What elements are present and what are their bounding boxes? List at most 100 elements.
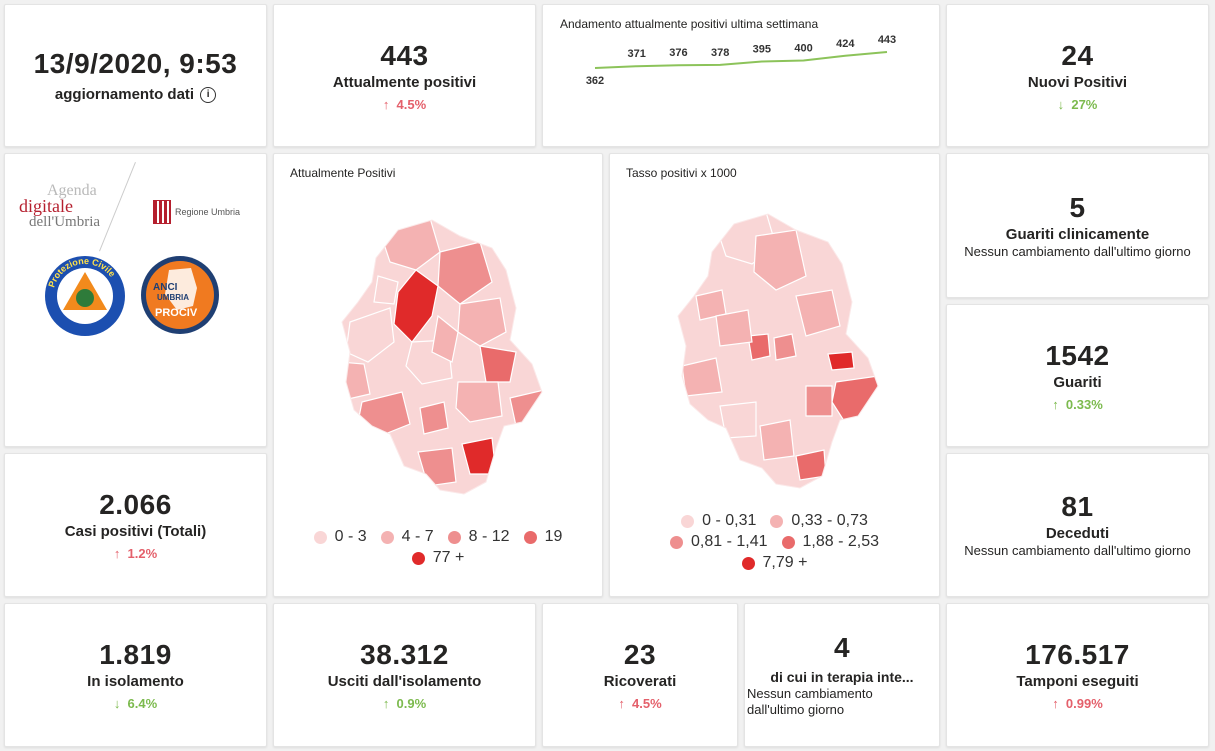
legend-item: 7,79 + — [741, 554, 807, 572]
svg-text:UMBRIA: UMBRIA — [157, 293, 189, 302]
legend-dot-icon — [313, 530, 327, 544]
arrow-up-icon: ↑ — [1052, 396, 1059, 412]
ricoverati-value: 23 — [623, 639, 657, 670]
deceduti-value: 81 — [1061, 491, 1094, 522]
guariti-change: 0.33% — [1065, 396, 1103, 412]
legend-item: 0,33 - 0,73 — [770, 512, 868, 530]
isolamento-card: 1.819 In isolamento ↓ 6.4% — [4, 603, 267, 747]
legend-dot-icon — [781, 535, 795, 549]
agenda-digitale-logo: Agenda digitale dell'Umbria — [19, 182, 101, 230]
map-positivi-legend-row1: 0 - 3 4 - 7 8 - 12 19 — [274, 528, 602, 546]
tamponi-change: 0.99% — [1065, 696, 1103, 711]
map-positivi-legend-row2: 77 + — [274, 549, 602, 567]
svg-text:ANCI: ANCI — [153, 282, 178, 293]
update-date: 13/9/2020, 9:53 — [33, 47, 238, 79]
terapia-label: di cui in terapia inte... — [770, 669, 914, 685]
usciti-change: 0.9% — [396, 696, 427, 711]
isolamento-change: 6.4% — [127, 696, 158, 711]
legend-dot-icon — [681, 514, 695, 528]
arrow-down-icon: ↓ — [113, 696, 121, 711]
update-card: 13/9/2020, 9:53 aggiornamento dati i — [4, 4, 267, 147]
legend-dot-icon — [523, 530, 537, 544]
arrow-up-icon: ↑ — [1052, 696, 1059, 711]
deceduti-label: Deceduti — [1045, 525, 1110, 542]
trend-data-label: 378 — [711, 47, 729, 59]
arrow-up-icon: ↑ — [113, 546, 121, 561]
ricoverati-label: Ricoverati — [603, 673, 677, 690]
legend-item: 0 - 0,31 — [681, 512, 756, 530]
map-tasso-legend-row1: 0 - 0,31 0,33 - 0,73 — [610, 512, 939, 530]
map-tasso-card: Tasso positivi x 1000 0 - 0,31 — [609, 153, 940, 597]
nuovi-positivi-label: Nuovi Positivi — [1027, 73, 1128, 91]
legend-item: 0,81 - 1,41 — [670, 533, 768, 551]
tamponi-label: Tamponi eseguiti — [1016, 673, 1139, 690]
regione-umbria-logo: Regione Umbria — [153, 200, 240, 224]
nuovi-positivi-value: 24 — [1061, 39, 1094, 71]
umbria-map-tasso[interactable] — [656, 206, 896, 496]
guariti-value: 1542 — [1045, 339, 1110, 371]
trend-card: Andamento attualmente positivi ultima se… — [542, 4, 940, 147]
legend-dot-icon — [447, 530, 461, 544]
nuovi-positivi-card: 24 Nuovi Positivi ↓ 27% — [946, 4, 1209, 147]
ricoverati-change: 4.5% — [632, 696, 662, 711]
anci-umbria-prociv-logo: ANCI UMBRIA PROCIV — [141, 256, 219, 334]
isolamento-label: In isolamento — [87, 673, 184, 690]
casi-totali-card: 2.066 Casi positivi (Totali) ↑ 1.2% — [4, 453, 267, 597]
trend-data-label: 424 — [836, 38, 855, 50]
trend-data-label: 362 — [586, 75, 604, 87]
trend-data-label: 376 — [669, 47, 687, 59]
usciti-label: Usciti dall'isolamento — [327, 673, 482, 690]
isolamento-value: 1.819 — [99, 639, 172, 670]
legend-item: 19 — [523, 528, 562, 546]
deceduti-sub: Nessun cambiamento dall'ultimo giorno — [964, 543, 1191, 558]
guariti-card: 1542 Guariti ↑ 0.33% — [946, 304, 1209, 447]
legend-item: 8 - 12 — [447, 528, 510, 546]
map-attualmente-positivi-card: Attualmente Positivi — [273, 153, 603, 597]
nuovi-positivi-change: 27% — [1071, 96, 1098, 112]
trend-line — [594, 51, 888, 69]
terapia-sub2: dall'ultimo giorno — [747, 702, 845, 717]
usciti-value: 38.312 — [360, 639, 449, 670]
regione-emblem-icon — [153, 200, 171, 224]
trend-data-label: 400 — [794, 42, 812, 54]
attualmente-positivi-card: 443 Attualmente positivi ↑ 4.5% — [273, 4, 536, 147]
logos-card: Agenda digitale dell'Umbria Regione Umbr… — [4, 153, 267, 447]
trend-title: Andamento attualmente positivi ultima se… — [560, 17, 819, 31]
update-label: aggiornamento dati — [54, 85, 195, 103]
guariti-clinicamente-label: Guariti clinicamente — [1005, 225, 1150, 243]
legend-dot-icon — [380, 530, 394, 544]
deceduti-card: 81 Deceduti Nessun cambiamento dall'ulti… — [946, 453, 1209, 597]
attualmente-positivi-change: 4.5% — [396, 96, 427, 112]
tamponi-value: 176.517 — [1025, 639, 1130, 670]
legend-dot-icon — [411, 551, 425, 565]
guariti-clinicamente-card: 5 Guariti clinicamente Nessun cambiament… — [946, 153, 1209, 298]
legend-dot-icon — [670, 535, 683, 549]
tamponi-card: 176.517 Tamponi eseguiti ↑ 0.99% — [946, 603, 1209, 747]
terapia-card: 4 di cui in terapia inte... Nessun cambi… — [744, 603, 940, 747]
guariti-clinicamente-sub: Nessun cambiamento dall'ultimo giorno — [964, 243, 1191, 259]
usciti-card: 38.312 Usciti dall'isolamento ↑ 0.9% — [273, 603, 536, 747]
casi-totali-label: Casi positivi (Totali) — [64, 523, 207, 540]
umbria-map-positivi[interactable] — [320, 212, 560, 502]
legend-item: 4 - 7 — [380, 528, 434, 546]
arrow-up-icon: ↑ — [382, 96, 390, 112]
casi-totali-value: 2.066 — [99, 489, 172, 520]
trend-sparkline: 362 371 376 378 395 400 424 443 — [586, 34, 896, 87]
legend-item: 0 - 3 — [313, 528, 367, 546]
guariti-clinicamente-value: 5 — [1069, 191, 1086, 223]
trend-data-label: 395 — [753, 43, 771, 55]
trend-data-label: 371 — [628, 48, 646, 60]
arrow-up-icon: ↑ — [618, 696, 625, 711]
trend-data-label: 443 — [878, 34, 896, 46]
map-tasso-legend-row2: 0,81 - 1,41 1,88 - 2,53 — [610, 533, 939, 551]
map-tasso-legend-row3: 7,79 + — [610, 554, 939, 572]
legend-item: 77 + — [411, 549, 464, 567]
map-tasso-title: Tasso positivi x 1000 — [626, 166, 737, 180]
ricoverati-card: 23 Ricoverati ↑ 4.5% — [542, 603, 738, 747]
map-positivi-title: Attualmente Positivi — [290, 166, 396, 180]
arrow-up-icon: ↑ — [382, 696, 390, 711]
attualmente-positivi-label: Attualmente positivi — [332, 73, 477, 91]
info-icon[interactable]: i — [200, 87, 217, 104]
legend-dot-icon — [770, 514, 784, 528]
protezione-civile-logo: Protezione Civile Regione Umbria — [45, 256, 125, 336]
